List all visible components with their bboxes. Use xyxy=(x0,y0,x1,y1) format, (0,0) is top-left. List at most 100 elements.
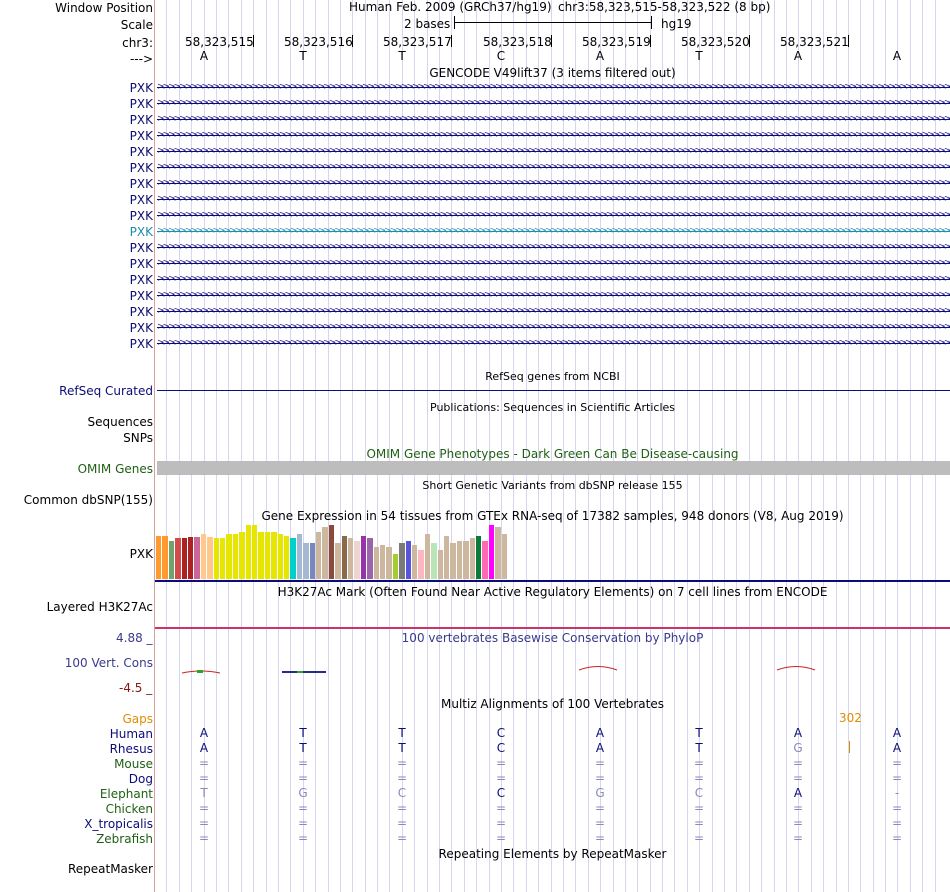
gencode-transcript-line[interactable] xyxy=(157,103,950,104)
gtex-tissue-bar[interactable] xyxy=(220,538,226,579)
omim-track-label[interactable]: OMIM Genes xyxy=(77,462,153,476)
gencode-transcript-label[interactable]: PXK xyxy=(129,81,153,95)
gencode-transcript-label[interactable]: PXK xyxy=(129,193,153,207)
gtex-tissue-bar[interactable] xyxy=(252,525,258,579)
gencode-transcript-label[interactable]: PXK xyxy=(129,97,153,111)
gencode-transcript-label[interactable]: PXK xyxy=(129,305,153,319)
species-label[interactable]: Mouse xyxy=(114,757,153,771)
gencode-transcript-label[interactable]: PXK xyxy=(129,177,153,191)
phylop-track-label[interactable]: 100 Vert. Cons xyxy=(64,656,153,670)
refseq-track-title[interactable]: RefSeq genes from NCBI xyxy=(485,370,620,383)
gtex-tissue-bar[interactable] xyxy=(156,536,162,579)
gtex-tissue-bar[interactable] xyxy=(284,536,290,579)
gtex-tissue-bar[interactable] xyxy=(168,541,175,579)
gencode-transcript-line[interactable] xyxy=(157,119,950,120)
gtex-tissue-bar[interactable] xyxy=(309,543,315,579)
gencode-transcript-line[interactable] xyxy=(157,263,950,264)
gencode-transcript-line[interactable] xyxy=(157,231,950,232)
gtex-tissue-bar[interactable] xyxy=(431,543,437,579)
publications-track-title[interactable]: Publications: Sequences in Scientific Ar… xyxy=(430,401,675,414)
h3k27ac-track-title[interactable]: H3K27Ac Mark (Often Found Near Active Re… xyxy=(277,585,828,599)
omim-track-title[interactable]: OMIM Gene Phenotypes - Dark Green Can Be… xyxy=(366,447,739,461)
gencode-transcript-line[interactable] xyxy=(157,343,950,344)
gtex-tissue-bar[interactable] xyxy=(501,534,507,579)
gencode-transcript-label[interactable]: PXK xyxy=(129,145,153,159)
gtex-tissue-bar[interactable] xyxy=(232,534,239,579)
gtex-tissue-bar[interactable] xyxy=(354,541,360,579)
gtex-tissue-bar[interactable] xyxy=(181,538,187,579)
gtex-tissue-bar[interactable] xyxy=(316,532,322,579)
gtex-tissue-bar[interactable] xyxy=(226,534,232,579)
gtex-tissue-bar[interactable] xyxy=(488,525,495,579)
gtex-tissue-bar[interactable] xyxy=(360,536,367,579)
gtex-tissue-bar[interactable] xyxy=(245,525,251,579)
gtex-tissue-bar[interactable] xyxy=(188,537,194,579)
gtex-tissue-bar[interactable] xyxy=(348,538,354,579)
gencode-transcript-line[interactable] xyxy=(157,247,950,248)
gencode-transcript-line[interactable] xyxy=(157,199,950,200)
species-label[interactable]: Elephant xyxy=(99,787,153,801)
omim-gene-bar[interactable] xyxy=(157,461,950,475)
gtex-tissue-bar[interactable] xyxy=(424,534,431,579)
dbsnp-track-title[interactable]: Short Genetic Variants from dbSNP releas… xyxy=(422,479,683,492)
gtex-tissue-bar[interactable] xyxy=(437,550,443,579)
gtex-tissue-bar[interactable] xyxy=(322,527,328,579)
gtex-tissue-bar[interactable] xyxy=(386,547,392,579)
gencode-transcript-line[interactable] xyxy=(157,183,950,184)
gtex-tissue-bar[interactable] xyxy=(399,543,405,579)
gencode-transcript-line[interactable] xyxy=(157,279,950,280)
h3k27ac-signal-line[interactable] xyxy=(155,627,950,629)
gtex-tissue-bar[interactable] xyxy=(271,532,277,579)
gencode-transcript-label[interactable]: PXK xyxy=(129,225,153,239)
gtex-tissue-bar[interactable] xyxy=(392,554,399,579)
gtex-tissue-bar[interactable] xyxy=(194,537,200,579)
gtex-tissue-bar[interactable] xyxy=(239,532,245,579)
gencode-transcript-label[interactable]: PXK xyxy=(129,161,153,175)
gtex-tissue-bar[interactable] xyxy=(328,525,335,579)
species-label[interactable]: Chicken xyxy=(105,802,153,816)
gencode-transcript-label[interactable]: PXK xyxy=(129,337,153,351)
gtex-tissue-bar[interactable] xyxy=(258,532,264,579)
gencode-transcript-label[interactable]: PXK xyxy=(129,113,153,127)
gtex-tissue-bar[interactable] xyxy=(213,538,219,579)
phylop-signal[interactable] xyxy=(155,640,950,690)
refseq-gene-line[interactable] xyxy=(157,390,950,391)
gencode-transcript-line[interactable] xyxy=(157,311,950,312)
gtex-tissue-bar[interactable] xyxy=(277,534,283,579)
gencode-transcript-label[interactable]: PXK xyxy=(129,209,153,223)
gtex-tissue-bar[interactable] xyxy=(264,532,271,579)
gtex-tissue-bar[interactable] xyxy=(495,527,501,579)
sequences-track-label[interactable]: Sequences xyxy=(87,415,153,429)
gtex-tissue-bar[interactable] xyxy=(482,541,488,579)
gencode-transcript-line[interactable] xyxy=(157,295,950,296)
species-label[interactable]: Rhesus xyxy=(109,742,153,756)
gtex-tissue-bar[interactable] xyxy=(303,543,309,579)
gtex-tissue-bar[interactable] xyxy=(200,534,207,579)
gtex-tissue-bar[interactable] xyxy=(463,541,469,579)
gtex-tissue-bar[interactable] xyxy=(290,538,296,579)
repeatmasker-track-label[interactable]: RepeatMasker xyxy=(67,862,153,876)
species-label[interactable]: Human xyxy=(109,727,153,741)
gtex-tissue-bar[interactable] xyxy=(444,536,450,579)
gtex-tissue-bar[interactable] xyxy=(335,543,341,579)
gtex-tissue-bar[interactable] xyxy=(412,545,418,579)
phylop-track-title[interactable]: 100 vertebrates Basewise Conservation by… xyxy=(401,631,704,645)
gencode-transcript-line[interactable] xyxy=(157,87,950,88)
gtex-tissue-bar[interactable] xyxy=(341,536,347,579)
gtex-tissue-bar[interactable] xyxy=(418,550,424,579)
dbsnp-track-label[interactable]: Common dbSNP(155) xyxy=(23,493,153,507)
species-label[interactable]: Dog xyxy=(128,772,153,786)
multiz-track-title[interactable]: Multiz Alignments of 100 Vertebrates xyxy=(440,697,665,711)
gencode-transcript-label[interactable]: PXK xyxy=(129,321,153,335)
gtex-tissue-bar[interactable] xyxy=(373,547,379,579)
gencode-transcript-label[interactable]: PXK xyxy=(129,241,153,255)
gtex-track-label[interactable]: PXK xyxy=(129,547,153,561)
gencode-transcript-label[interactable]: PXK xyxy=(129,273,153,287)
gencode-transcript-label[interactable]: PXK xyxy=(129,129,153,143)
gtex-tissue-bar[interactable] xyxy=(296,534,303,579)
gencode-transcript-line[interactable] xyxy=(157,215,950,216)
gtex-tissue-bar[interactable] xyxy=(450,543,456,579)
gtex-tissue-bar[interactable] xyxy=(380,545,386,579)
gtex-tissue-bar[interactable] xyxy=(476,536,482,579)
snps-track-label[interactable]: SNPs xyxy=(123,431,153,445)
